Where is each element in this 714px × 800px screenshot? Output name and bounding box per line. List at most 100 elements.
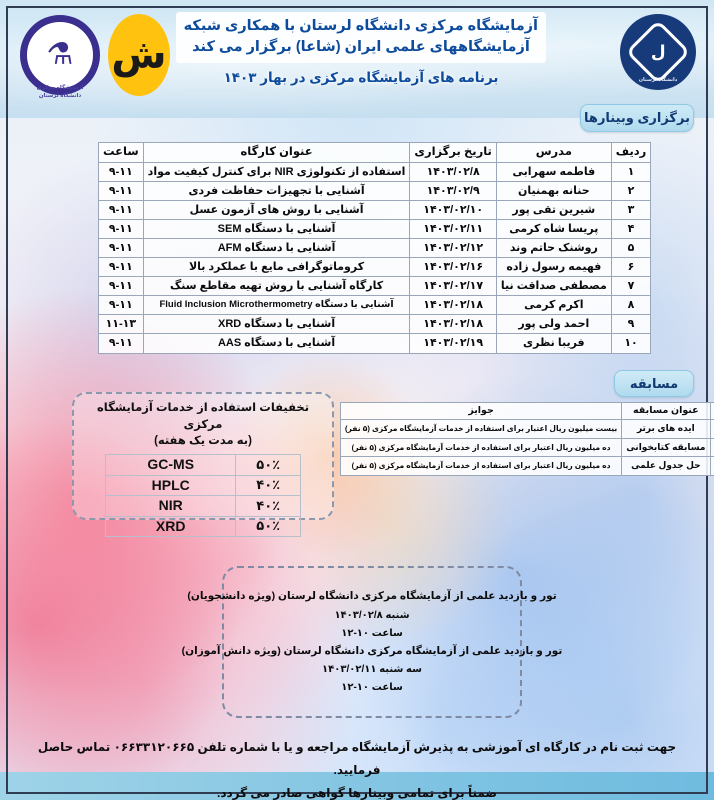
cell-presenter: اکرم کرمی bbox=[495, 295, 612, 316]
tour-line-2: شنبه ۱۴۰۳/۰۲/۸ bbox=[334, 609, 410, 621]
cell-index: ۱۰ bbox=[610, 333, 652, 354]
contest-col-index: ردیف bbox=[709, 401, 714, 421]
cell-presenter: مصطفی صداقت نیا bbox=[495, 276, 612, 297]
cell-date: ۱۴۰۳/۰۲/۹ bbox=[409, 180, 497, 201]
cell-title: آشنایی با روش های آزمون عسل bbox=[142, 199, 411, 220]
cell-time: ۹-۱۱ bbox=[98, 333, 144, 354]
cell-service-name: XRD bbox=[104, 515, 237, 538]
flask-icon: ⚗ bbox=[46, 38, 74, 71]
contest-table: ردیف عنوان مسابقه جوایز ۱ ایده های برتر … bbox=[339, 401, 714, 476]
lorestan-university-logo: ل دانشگاه لرستان bbox=[620, 14, 696, 90]
footer-line-2: ضمناً برای تمامی وبینارها گواهی صادر می … bbox=[216, 785, 497, 800]
central-lab-logo: ⚗ آزمایشگاه مرکزی دانشگاه لرستان bbox=[14, 12, 106, 100]
cell-date: ۱۴۰۳/۰۲/۱۰ bbox=[409, 199, 497, 220]
cell-date: ۱۴۰۳/۰۲/۱۹ bbox=[409, 333, 497, 354]
table-row: ۴ پریسا شاه کرمی ۱۴۰۳/۰۲/۱۱ آشنایی با دس… bbox=[98, 218, 652, 240]
cell-name: مسابقه کتابخوانی bbox=[621, 437, 711, 458]
table-row: ۵ روشنک حاتم وند ۱۴۰۳/۰۲/۱۲ آشنایی با دس… bbox=[98, 238, 652, 259]
cell-time: ۹-۱۱ bbox=[98, 161, 144, 182]
cell-title: آشنایی با دستگاه AFM bbox=[142, 238, 411, 259]
university-logo-caption: دانشگاه لرستان bbox=[638, 77, 678, 83]
cell-title: کارگاه آشنایی با روش تهیه مقاطع سنگ bbox=[142, 276, 411, 297]
central-lab-logo-caption: آزمایشگاه مرکزی دانشگاه لرستان bbox=[14, 85, 106, 100]
tour-line-1: تور و بازدید علمی از آزمایشگاه مرکزی دان… bbox=[187, 589, 557, 602]
cell-discount-value: ۵۰٪ bbox=[235, 454, 301, 476]
discounts-table-body: ۵۰٪ GC-MS ۴۰٪ HPLC ۴۰٪ NIR ۵۰٪ XRD bbox=[104, 454, 301, 538]
cell-time: ۱۱-۱۳ bbox=[98, 314, 144, 335]
section-badge-contest: مسابقه bbox=[614, 370, 694, 397]
webinars-col-title: عنوان کارگاه bbox=[142, 142, 411, 163]
webinars-table: ردیف مدرس تاریخ برگزاری عنوان کارگاه ساع… bbox=[98, 142, 652, 354]
page-title-line-2: آزمایشگاههای علمی ایران (شاعا) برگزار می… bbox=[192, 39, 530, 56]
cell-time: ۹-۱۱ bbox=[98, 295, 144, 316]
footer-line-1: جهت ثبت نام در کارگاه ای آموزشی به پذیرش… bbox=[37, 740, 677, 777]
page-title-line-1: آزمایشگاه مرکزی دانشگاه لرستان با همکاری… bbox=[183, 18, 538, 34]
table-row: ۶ فهیمه رسول زاده ۱۴۰۳/۰۲/۱۶ کروماتوگراف… bbox=[98, 257, 652, 278]
cell-presenter: شیرین تقی پور bbox=[495, 199, 612, 220]
cell-title: آشنایی با دستگاه AAS bbox=[142, 333, 411, 354]
cell-date: ۱۴۰۳/۰۲/۱۶ bbox=[409, 257, 497, 278]
table-row: ۵۰٪ XRD bbox=[104, 515, 301, 538]
contest-col-prize: جوایز bbox=[339, 401, 623, 421]
cell-date: ۱۴۰۳/۰۲/۱۲ bbox=[409, 238, 497, 259]
discounts-heading-line-1: تخفیفات استفاده از خدمات آزمایشگاه مرکزی bbox=[96, 402, 310, 431]
cell-index: ۲ bbox=[610, 180, 652, 201]
webinars-table-body: ۱ فاطمه سهرابی ۱۴۰۳/۰۲/۸ استفاده از تکنو… bbox=[98, 161, 652, 354]
discounts-card: تخفیفات استفاده از خدمات آزمایشگاه مرکزی… bbox=[72, 392, 334, 538]
cell-time: ۹-۱۱ bbox=[98, 276, 144, 297]
tour-line-5: سه شنبه ۱۴۰۳/۰۲/۱۱ bbox=[322, 664, 422, 676]
webinars-col-presenter: مدرس bbox=[495, 142, 612, 163]
cell-index: ۲ bbox=[709, 437, 714, 458]
poster-header: ⚗ آزمایشگاه مرکزی دانشگاه لرستان ش آزمای… bbox=[0, 0, 714, 110]
university-emblem-icon: ل bbox=[625, 19, 691, 85]
logo-caption-line-2: دانشگاه لرستان bbox=[38, 92, 82, 99]
table-row: ۲ مسابقه کتابخوانی ده میلیون ریال اعتبار… bbox=[339, 437, 714, 458]
contest-header-row: ردیف عنوان مسابقه جوایز bbox=[339, 401, 714, 421]
cell-presenter: احمد ولی پور bbox=[495, 314, 612, 335]
cell-index: ۷ bbox=[610, 276, 652, 297]
cell-title: آشنایی با دستگاه SEM bbox=[142, 218, 411, 240]
webinars-col-date: تاریخ برگزاری bbox=[409, 142, 497, 163]
cell-title: کروماتوگرافی مایع با عملکرد بالا bbox=[142, 257, 411, 278]
webinars-table-head: ردیف مدرس تاریخ برگزاری عنوان کارگاه ساع… bbox=[98, 142, 652, 163]
table-row: ۲ حنانه بهمنیان ۱۴۰۳/۰۲/۹ آشنایی با تجهی… bbox=[98, 180, 652, 201]
cell-index: ۳ bbox=[610, 199, 652, 220]
cell-date: ۱۴۰۳/۰۲/۱۸ bbox=[409, 295, 497, 316]
cell-discount-value: ۴۰٪ bbox=[235, 495, 301, 517]
poster-footer: جهت ثبت نام در کارگاه ای آموزشی به پذیرش… bbox=[24, 736, 690, 800]
footer-teal-band bbox=[0, 772, 714, 800]
webinars-col-time: ساعت bbox=[98, 142, 144, 163]
cell-time: ۹-۱۱ bbox=[98, 238, 144, 259]
cell-index: ۵ bbox=[610, 238, 652, 259]
shaa-calligraphy-icon: ش bbox=[111, 32, 167, 78]
logo-caption-line-1: آزمایشگاه مرکزی bbox=[36, 85, 84, 92]
cell-date: ۱۴۰۳/۰۲/۱۷ bbox=[409, 276, 497, 297]
cell-time: ۹-۱۱ bbox=[98, 180, 144, 201]
table-row: ۳ حل جدول علمی ده میلیون ریال اعتبار برا… bbox=[339, 456, 714, 476]
cell-presenter: فریبا نظری bbox=[495, 333, 612, 354]
cell-discount-value: ۵۰٪ bbox=[235, 515, 301, 538]
table-row: ۵۰٪ GC-MS bbox=[104, 454, 301, 476]
cell-time: ۹-۱۱ bbox=[98, 199, 144, 220]
cell-service-name: GC-MS bbox=[104, 454, 237, 476]
table-row: ۴۰٪ NIR bbox=[104, 495, 301, 517]
page-subtitle: برنامه های آزمایشگاه مرکزی در بهار ۱۴۰۳ bbox=[223, 70, 499, 86]
section-badge-webinars: برگزاری وبینارها bbox=[580, 104, 694, 132]
tour-line-4: تور و بازدید علمی از آزمایشگاه مرکزی دان… bbox=[181, 644, 563, 657]
cell-service-name: NIR bbox=[104, 495, 237, 517]
cell-presenter: فهیمه رسول زاده bbox=[495, 257, 612, 278]
table-row: ۷ مصطفی صداقت نیا ۱۴۰۳/۰۲/۱۷ کارگاه آشنا… bbox=[98, 276, 652, 297]
cell-presenter: روشنک حاتم وند bbox=[495, 238, 612, 259]
cell-title: آشنایی با تجهیزات حفاظت فردی bbox=[142, 180, 411, 201]
title-block: آزمایشگاه مرکزی دانشگاه لرستان با همکاری… bbox=[176, 12, 546, 88]
tour-line-6: ساعت ۱۰-۱۲ bbox=[341, 682, 403, 694]
contest-table-body: ۱ ایده های برتر بیست میلیون ریال اعتبار … bbox=[339, 419, 714, 476]
cell-name: حل جدول علمی bbox=[621, 456, 711, 476]
cell-service-name: HPLC bbox=[104, 474, 237, 497]
cell-time: ۹-۱۱ bbox=[98, 218, 144, 240]
contest-table-head: ردیف عنوان مسابقه جوایز bbox=[339, 401, 714, 421]
cell-date: ۱۴۰۳/۰۲/۸ bbox=[409, 161, 497, 182]
cell-date: ۱۴۰۳/۰۲/۱۸ bbox=[409, 314, 497, 335]
cell-index: ۱ bbox=[709, 419, 714, 439]
